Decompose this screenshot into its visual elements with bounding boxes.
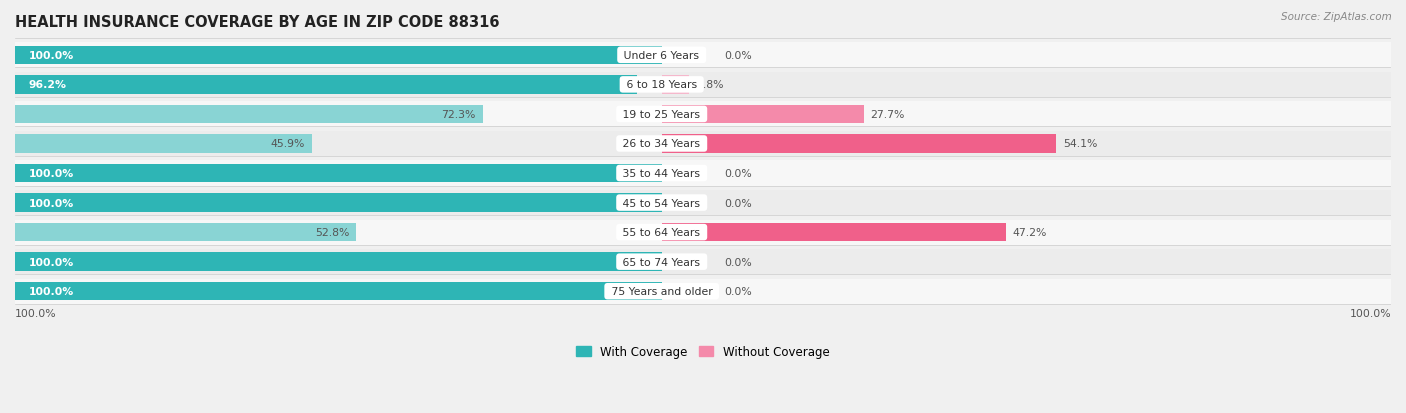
Bar xyxy=(15,249,1391,275)
Bar xyxy=(15,102,1391,127)
Bar xyxy=(662,223,1005,242)
Text: 27.7%: 27.7% xyxy=(870,110,905,120)
Text: 0.0%: 0.0% xyxy=(724,287,752,297)
Text: 0.0%: 0.0% xyxy=(724,169,752,178)
Bar xyxy=(15,76,637,94)
Text: 6 to 18 Years: 6 to 18 Years xyxy=(623,80,700,90)
Bar xyxy=(15,105,482,124)
Text: 72.3%: 72.3% xyxy=(441,110,475,120)
Text: 0.0%: 0.0% xyxy=(724,257,752,267)
Text: 100.0%: 100.0% xyxy=(28,51,75,61)
Bar xyxy=(15,161,1391,186)
Bar xyxy=(15,190,1391,216)
Bar xyxy=(15,47,662,65)
Legend: With Coverage, Without Coverage: With Coverage, Without Coverage xyxy=(572,341,834,363)
Text: Under 6 Years: Under 6 Years xyxy=(620,51,703,61)
Text: 35 to 44 Years: 35 to 44 Years xyxy=(620,169,704,178)
Text: 26 to 34 Years: 26 to 34 Years xyxy=(620,139,704,149)
Bar xyxy=(15,194,662,212)
Text: 52.8%: 52.8% xyxy=(315,228,350,237)
Bar xyxy=(15,279,1391,304)
Bar xyxy=(15,132,1391,157)
Text: 100.0%: 100.0% xyxy=(1350,309,1391,318)
Text: 0.0%: 0.0% xyxy=(724,51,752,61)
Text: 100.0%: 100.0% xyxy=(28,198,75,208)
Text: 100.0%: 100.0% xyxy=(28,257,75,267)
Bar xyxy=(15,73,1391,98)
Bar xyxy=(15,220,1391,245)
Bar xyxy=(15,164,662,183)
Text: 45 to 54 Years: 45 to 54 Years xyxy=(620,198,704,208)
Text: 65 to 74 Years: 65 to 74 Years xyxy=(620,257,704,267)
Text: 100.0%: 100.0% xyxy=(15,309,56,318)
Text: 100.0%: 100.0% xyxy=(28,169,75,178)
Text: 45.9%: 45.9% xyxy=(270,139,305,149)
Bar xyxy=(15,43,1391,68)
Text: 55 to 64 Years: 55 to 64 Years xyxy=(620,228,704,237)
Bar xyxy=(15,253,662,271)
Text: 100.0%: 100.0% xyxy=(28,287,75,297)
Text: 47.2%: 47.2% xyxy=(1012,228,1047,237)
Bar xyxy=(15,135,312,153)
Bar xyxy=(662,76,689,94)
Bar xyxy=(15,223,357,242)
Text: HEALTH INSURANCE COVERAGE BY AGE IN ZIP CODE 88316: HEALTH INSURANCE COVERAGE BY AGE IN ZIP … xyxy=(15,15,499,30)
Bar xyxy=(15,282,662,301)
Text: 19 to 25 Years: 19 to 25 Years xyxy=(620,110,704,120)
Bar xyxy=(662,105,863,124)
Text: 54.1%: 54.1% xyxy=(1063,139,1098,149)
Text: 75 Years and older: 75 Years and older xyxy=(607,287,716,297)
Text: 3.8%: 3.8% xyxy=(696,80,724,90)
Text: Source: ZipAtlas.com: Source: ZipAtlas.com xyxy=(1281,12,1392,22)
Text: 96.2%: 96.2% xyxy=(28,80,66,90)
Bar xyxy=(662,135,1056,153)
Text: 0.0%: 0.0% xyxy=(724,198,752,208)
